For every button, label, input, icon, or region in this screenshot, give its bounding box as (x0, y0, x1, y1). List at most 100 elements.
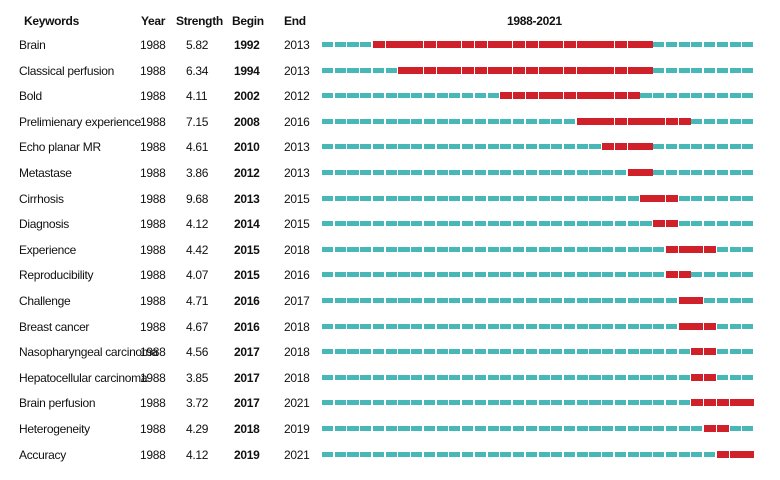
burst-segment (602, 117, 615, 125)
baseline-segment (653, 144, 665, 150)
baseline-segment (398, 323, 410, 329)
end-header: End (284, 14, 306, 28)
baseline-segment (513, 195, 525, 201)
year-cell: 1988 (140, 38, 166, 52)
baseline-segment (665, 170, 677, 175)
baseline-segment (551, 298, 563, 303)
baseline-segment (678, 93, 690, 99)
burst-segment (704, 348, 717, 356)
baseline-segment (729, 426, 741, 431)
table-row: Echo planar MR 1988 4.61 2010 2013 (0, 137, 780, 157)
burst-segment (449, 41, 462, 48)
baseline-segment (398, 272, 410, 278)
baseline-segment (576, 195, 588, 201)
baseline-segment (385, 144, 397, 150)
burst-segment (691, 399, 704, 407)
keyword-cell: Diagnosis (19, 217, 69, 232)
baseline-segment (423, 400, 435, 406)
burst-segment (704, 373, 717, 381)
begin-cell: 2017 (234, 396, 260, 411)
burst-segment (614, 41, 628, 48)
baseline-segment (423, 298, 435, 303)
baseline-segment (742, 374, 754, 380)
baseline-segment (563, 349, 576, 355)
baseline-segment (500, 451, 512, 457)
baseline-segment (322, 349, 334, 355)
baseline-segment (487, 400, 499, 406)
baseline-segment (398, 118, 410, 124)
baseline-segment (704, 144, 716, 150)
baseline-segment (334, 426, 346, 431)
baseline-segment (334, 298, 346, 303)
baseline-segment (665, 93, 677, 99)
burst-segment (678, 322, 691, 330)
baseline-segment (678, 374, 690, 380)
baseline-segment (729, 349, 741, 355)
baseline-segment (360, 144, 372, 150)
baseline-segment (436, 298, 448, 303)
baseline-segment (436, 400, 448, 406)
baseline-segment (551, 144, 563, 150)
baseline-segment (513, 170, 525, 175)
baseline-segment (716, 195, 728, 201)
baseline-segment (385, 400, 397, 406)
baseline-segment (551, 426, 563, 431)
burst-segment (398, 41, 411, 48)
baseline-segment (385, 195, 397, 201)
timeline-track (322, 137, 755, 157)
table-row: Prelimienary experience 1988 7.15 2008 2016 (0, 112, 780, 132)
baseline-segment (322, 323, 334, 329)
baseline-segment (474, 400, 486, 406)
baseline-segment (372, 426, 385, 431)
baseline-segment (627, 426, 639, 431)
baseline-segment (716, 118, 728, 124)
burst-segment (614, 117, 628, 125)
baseline-segment (716, 67, 728, 73)
begin-cell: 2015 (234, 242, 260, 257)
baseline-segment (474, 323, 486, 329)
baseline-segment (360, 374, 372, 380)
baseline-segment (487, 144, 499, 150)
burst-segment (538, 66, 551, 74)
baseline-segment (436, 426, 448, 431)
baseline-segment (602, 221, 614, 227)
baseline-segment (627, 349, 639, 355)
baseline-segment (500, 426, 512, 431)
baseline-segment (640, 451, 652, 457)
table-row: Reproducibility 1988 4.07 2015 2016 (0, 265, 780, 285)
baseline-segment (462, 426, 474, 431)
baseline-segment (322, 246, 334, 252)
baseline-segment (576, 349, 588, 355)
baseline-segment (449, 144, 461, 150)
baseline-segment (474, 195, 486, 201)
keywords-header: Keywords (24, 14, 79, 28)
burst-segment (462, 66, 475, 74)
year-cell: 1988 (140, 447, 166, 462)
strength-cell: 4.12 (186, 447, 209, 462)
baseline-segment (665, 374, 677, 380)
baseline-segment (360, 349, 372, 355)
baseline-segment (385, 272, 397, 278)
baseline-segment (589, 323, 601, 329)
baseline-segment (385, 349, 397, 355)
year-cell: 1988 (140, 114, 166, 129)
baseline-segment (716, 246, 728, 252)
baseline-segment (322, 42, 334, 47)
baseline-segment (347, 349, 359, 355)
baseline-segment (525, 221, 537, 227)
baseline-segment (653, 272, 665, 278)
baseline-segment (653, 426, 665, 431)
baseline-segment (614, 298, 627, 303)
baseline-segment (729, 93, 741, 99)
burst-segment (678, 117, 691, 125)
baseline-segment (653, 93, 665, 99)
strength-cell: 9.68 (186, 191, 209, 206)
baseline-segment (347, 400, 359, 406)
baseline-segment (716, 144, 728, 150)
baseline-segment (538, 400, 550, 406)
baseline-segment (716, 298, 728, 303)
baseline-segment (729, 144, 741, 150)
burst-segment (551, 66, 564, 74)
baseline-segment (436, 374, 448, 380)
baseline-segment (525, 170, 537, 175)
